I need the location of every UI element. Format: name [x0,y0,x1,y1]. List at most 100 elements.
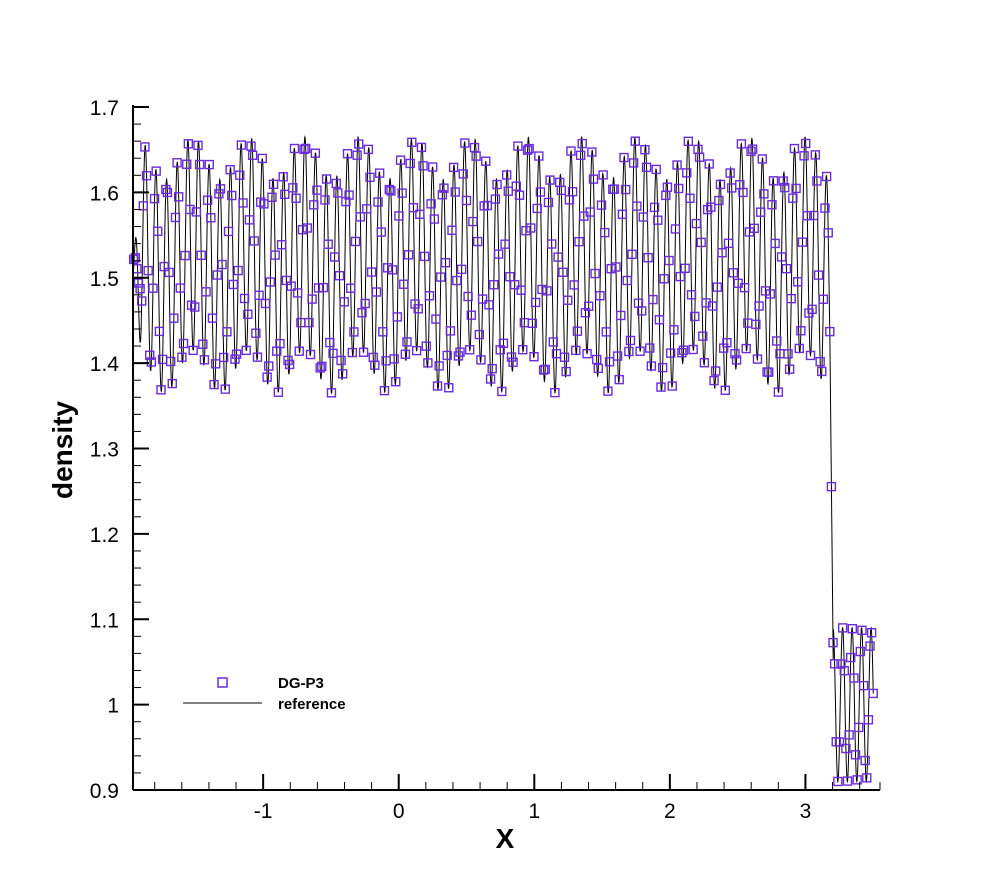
dg-p3-marker [616,310,626,321]
dg-p3-marker [474,329,485,340]
dg-p3-marker [153,226,163,237]
dg-p3-marker [312,185,322,195]
dg-p3-marker [527,318,538,329]
dg-p3-marker [622,275,632,286]
dg-p3-marker [490,194,501,204]
dg-p3-marker [363,144,374,155]
dg-p3-marker [569,280,579,290]
dg-p3-marker [802,211,813,221]
dg-p3-marker [754,301,764,311]
dg-p3-marker [553,252,563,262]
dg-p3-marker [419,251,430,262]
dg-p3-marker [673,183,684,194]
dg-p3-marker [702,204,713,215]
dg-p3-marker [532,203,542,214]
dg-p3-marker [186,300,197,310]
dg-p3-marker [431,314,441,324]
dg-p3-marker [154,326,165,337]
legend: DG-P3 reference [183,675,346,713]
dg-p3-marker [209,379,219,390]
dg-p3-marker [267,192,277,202]
dg-p3-marker [757,154,767,164]
dg-p3-marker [418,161,428,171]
tick-marks [133,106,881,791]
dg-p3-marker [709,375,719,386]
dg-p3-marker [696,237,706,248]
dg-p3-marker [341,196,351,207]
dg-p3-marker [426,199,436,209]
dg-p3-marker [595,291,605,301]
dg-p3-marker [219,352,229,363]
dg-p3-marker [648,294,658,305]
dg-p3-marker [286,281,296,291]
dg-p3-marker [400,349,411,359]
dg-p3-marker [628,158,639,168]
dg-p3-marker [518,345,528,355]
dg-p3-marker [251,328,261,338]
dg-p3-marker [313,283,324,293]
legend-reference-label: reference [278,696,346,713]
dg-p3-marker [656,382,666,392]
dg-p3-marker [682,168,692,178]
dg-p3-marker [598,170,608,180]
dg-p3-marker [786,293,796,304]
dg-p3-marker [280,189,290,200]
dg-p3-marker [582,349,592,359]
dg-p3-marker [264,361,274,371]
dg-p3-marker [723,238,734,249]
dg-p3-marker [225,164,235,175]
dg-p3-marker [408,202,419,213]
dg-p3-marker [788,193,798,203]
dg-p3-marker [815,356,825,367]
dg-p3-marker [231,349,242,359]
dg-p3-marker [199,355,210,365]
y-tick-label: 1.1 [90,609,119,632]
dg-p3-marker [315,363,325,373]
dg-p3-marker [863,715,874,725]
dg-p3-marker [575,150,586,161]
dg-p3-marker [288,183,298,193]
dg-p3-marker [649,202,660,213]
dg-p3-marker [320,195,330,205]
dg-p3-marker [484,300,494,310]
dg-p3-marker [204,159,214,170]
dg-p3-marker [135,284,145,294]
dg-p3-marker [165,356,176,367]
dg-p3-marker [653,215,663,225]
dg-p3-marker [402,337,412,347]
dg-p3-marker [249,236,259,246]
dg-p3-marker [635,346,645,356]
dg-p3-marker [428,162,438,172]
dg-p3-marker [493,249,504,259]
x-tick-label: -1 [254,800,273,823]
dg-p3-marker [596,200,607,210]
dg-p3-marker [468,216,478,227]
dg-p3-marker [255,197,266,207]
dg-p3-marker [202,195,213,205]
dg-p3-marker [289,143,300,154]
dg-p3-marker [410,299,420,309]
dg-p3-marker [854,722,864,733]
dg-p3-marker [609,184,620,194]
dg-p3-marker [450,187,460,197]
dg-p3-marker [699,358,710,368]
dg-p3-marker [273,387,284,397]
dg-p3-marker [424,291,435,301]
dg-p3-marker [485,374,496,384]
dg-p3-marker [482,200,493,211]
dg-p3-marker [534,151,544,161]
dg-p3-marker [305,349,316,360]
dg-p3-marker [704,159,714,169]
dg-p3-marker [669,325,679,335]
dg-p3-marker [741,343,751,354]
legend-dg-p3-label: DG-P3 [278,675,324,692]
dg-p3-marker [260,298,271,309]
dg-p3-marker [857,625,867,635]
dg-p3-marker [358,347,369,357]
dg-p3-marker [177,352,187,362]
dg-p3-marker [238,198,248,208]
dg-p3-marker [601,327,612,337]
dg-p3-marker [580,308,591,318]
dg-p3-marker [548,337,558,347]
dg-p3-marker [379,385,390,396]
